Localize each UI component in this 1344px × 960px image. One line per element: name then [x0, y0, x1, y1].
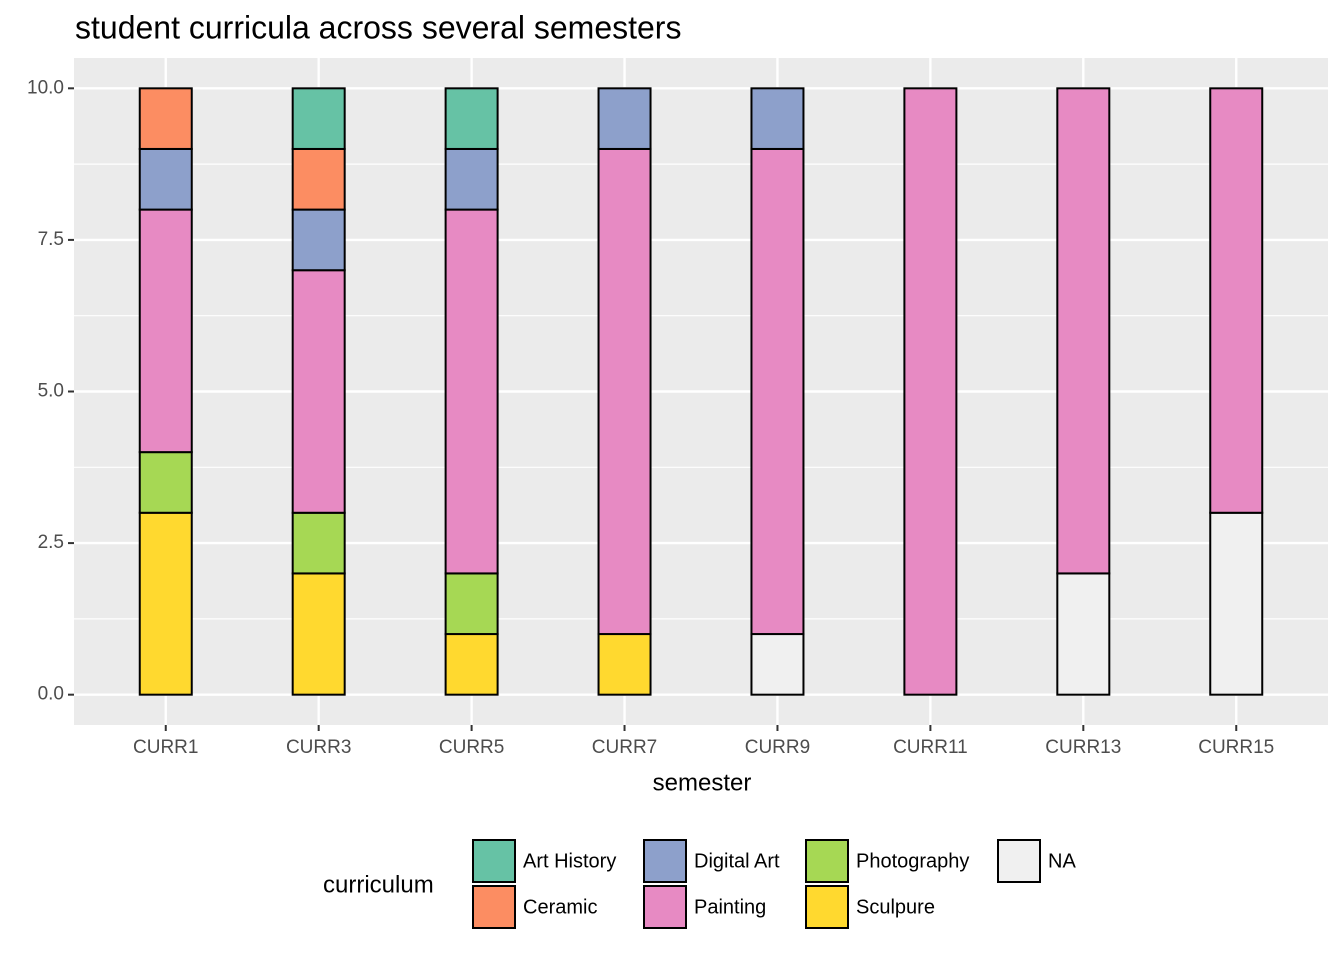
- bar-segment: [291, 572, 346, 696]
- legend-key: [997, 839, 1041, 883]
- x-tick-label: CURR9: [745, 737, 810, 758]
- x-tick-label: CURR13: [1045, 737, 1121, 758]
- bar-segment: [291, 147, 346, 211]
- bar-segment: [1056, 572, 1111, 696]
- legend-key: [643, 885, 687, 929]
- bar-segment: [444, 572, 499, 636]
- bar-segment: [138, 208, 193, 454]
- chart-title: student curricula across several semeste…: [75, 9, 681, 45]
- bar-segment: [750, 147, 805, 636]
- bar-segment: [903, 87, 958, 696]
- x-tick-label: CURR15: [1198, 737, 1274, 758]
- bar-segment: [1209, 511, 1264, 696]
- bar-segment: [1209, 87, 1264, 514]
- legend-label: NA: [1048, 850, 1076, 872]
- bar-segment: [597, 633, 652, 696]
- legend-label: Digital Art: [694, 850, 780, 872]
- legend-key: [805, 885, 849, 929]
- bar-segment: [291, 269, 346, 514]
- y-tick-label: 5.0: [38, 381, 64, 402]
- bar-segment: [291, 511, 346, 575]
- x-tick-label: CURR1: [133, 737, 198, 758]
- bar-segment: [138, 451, 193, 514]
- y-tick-label: 0.0: [38, 684, 64, 705]
- bar-segment: [444, 633, 499, 696]
- bar-segment: [291, 87, 346, 150]
- bar-segment: [444, 87, 499, 150]
- legend-key: [472, 885, 516, 929]
- legend-label: Sculpure: [856, 896, 935, 918]
- legend-key: [643, 839, 687, 883]
- bar-segment: [597, 87, 652, 150]
- legend-label: Art History: [523, 850, 616, 872]
- legend-title: curriculum: [323, 871, 434, 898]
- bar-segment: [750, 633, 805, 696]
- bar-segment: [1056, 87, 1111, 575]
- legend-key: [472, 839, 516, 883]
- x-tick-label: CURR5: [439, 737, 504, 758]
- legend-key: [805, 839, 849, 883]
- legend-label: Ceramic: [523, 896, 597, 918]
- x-axis-title: semester: [653, 769, 752, 796]
- x-tick-label: CURR11: [893, 737, 968, 758]
- bar-segment: [138, 511, 193, 696]
- x-tick-label: CURR3: [286, 737, 351, 758]
- bar-segment: [138, 87, 193, 150]
- bar-segment: [750, 87, 805, 150]
- bar-segment: [444, 208, 499, 575]
- legend-label: Painting: [694, 896, 766, 918]
- y-tick-label: 10.0: [27, 77, 64, 98]
- bar-segment: [291, 208, 346, 272]
- y-tick-label: 2.5: [38, 532, 64, 553]
- y-tick-label: 7.5: [38, 229, 64, 250]
- bar-segment: [444, 147, 499, 211]
- bar-segment: [138, 147, 193, 211]
- bar-segment: [597, 147, 652, 636]
- x-tick-label: CURR7: [592, 737, 657, 758]
- legend-label: Photography: [856, 850, 969, 872]
